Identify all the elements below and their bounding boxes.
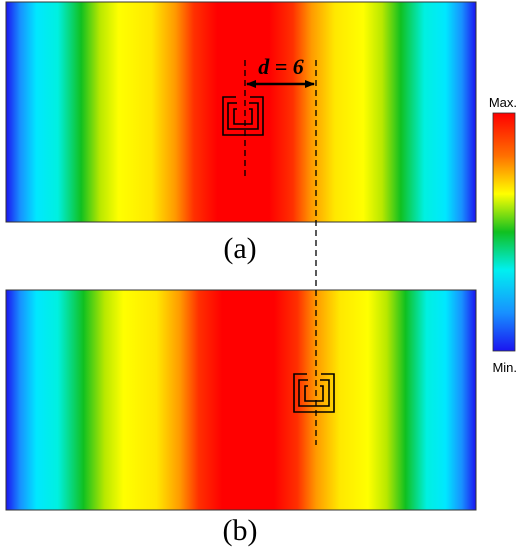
panel-label-a: (a) [223, 232, 256, 265]
colorbar [492, 112, 516, 352]
colorbar-min-label: Min. [492, 360, 517, 375]
resonator-b [293, 373, 335, 413]
panel-label-b: (b) [223, 514, 258, 547]
field-map-b [5, 289, 477, 511]
resonator-a [222, 96, 264, 136]
distance-label: d = 6 [258, 54, 304, 79]
colorbar-max-label: Max. [489, 95, 517, 110]
field-map-a [5, 1, 477, 223]
